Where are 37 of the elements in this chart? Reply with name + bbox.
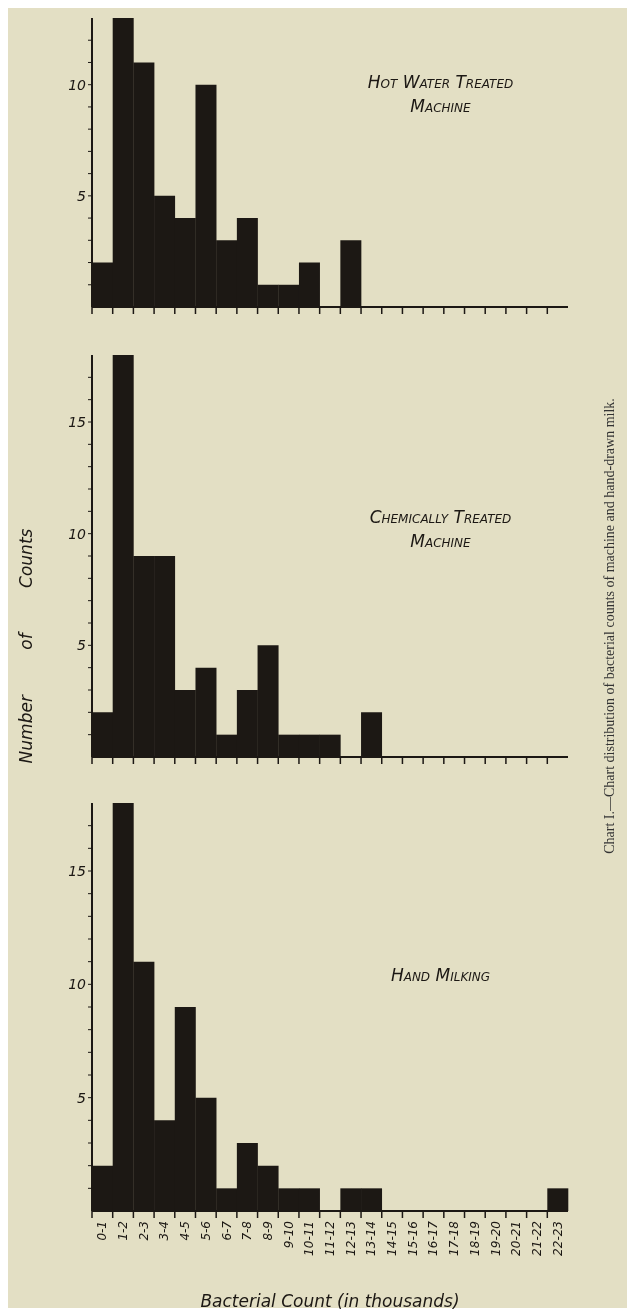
x-tick-label: 0-1 — [95, 1221, 110, 1241]
x-tick-label: 11-12 — [323, 1221, 337, 1256]
x-axis-title: Bacterial Count (in thousands) — [199, 1291, 461, 1311]
y-tick-label: 10 — [68, 525, 87, 542]
text: Hot Water Treated Machine — [366, 71, 515, 118]
x-tick-label: 18-19 — [467, 1221, 482, 1256]
x-tick-label: 1-2 — [116, 1221, 131, 1241]
y-tick-label: 15 — [68, 413, 87, 430]
y-tick-label: 5 — [77, 637, 87, 654]
y-tick-label: 5 — [77, 1089, 87, 1106]
y-axis-title: Number of Counts — [16, 528, 36, 764]
x-tick-label: 21-22 — [529, 1221, 544, 1256]
x-tick-label: 15-16 — [405, 1220, 420, 1256]
x-tick-label: 7-8 — [240, 1220, 255, 1241]
x-tick-label: 19-20 — [488, 1220, 503, 1256]
text: Hand Milking — [389, 964, 492, 987]
x-tick-label: 13-14 — [364, 1221, 379, 1256]
x-tick-label: 4-5 — [178, 1221, 193, 1241]
x-tick-label: 20-21 — [509, 1221, 524, 1256]
x-tick-label: 16-17 — [426, 1220, 441, 1256]
text: Chemically Treated Machine — [368, 506, 513, 553]
y-tick-label: 15 — [68, 862, 87, 879]
x-tick-label: 17-18 — [447, 1220, 462, 1256]
x-tick-label: 14-15 — [385, 1221, 400, 1256]
x-tick-label: 22-23 — [550, 1221, 565, 1256]
y-tick-label: 10 — [68, 76, 87, 93]
x-tick-label: 10-11 — [302, 1221, 317, 1256]
x-tick-label: 2-3 — [136, 1221, 151, 1241]
y-tick-label: 10 — [68, 976, 87, 993]
x-tick-label: 8-9 — [260, 1221, 275, 1241]
text: Chart I.—Chart distribution of bacterial counts of machine and hand-drawn milk. — [602, 398, 618, 854]
x-tick-label: 12-13 — [343, 1221, 358, 1256]
x-tick-label: 6-7 — [219, 1220, 234, 1241]
x-tick-label: 5-6 — [198, 1220, 213, 1241]
x-tick-label: 9-10 — [281, 1220, 296, 1249]
y-tick-label: 5 — [77, 187, 87, 204]
x-tick-label: 3-4 — [157, 1221, 172, 1241]
